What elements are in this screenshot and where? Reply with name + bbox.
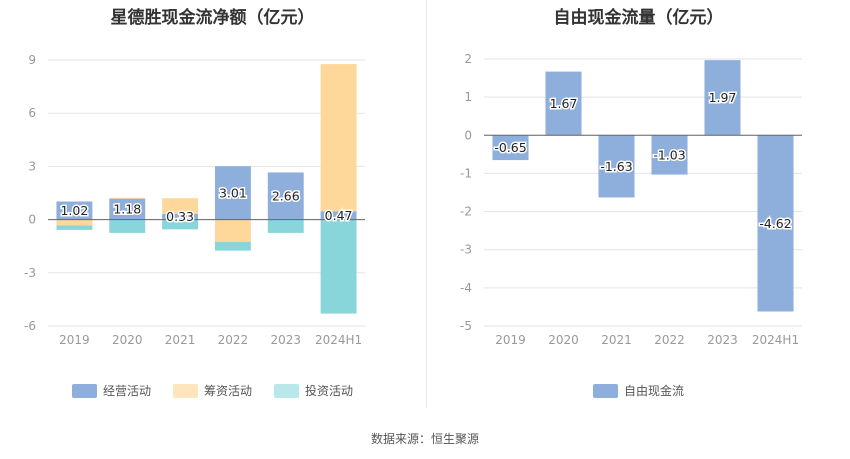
- data-label: -0.65: [494, 140, 526, 155]
- cash-flow-net-chart: 星德胜现金流净额（亿元） 9 6 3 0 -3 -6 2019 2020 2021 2022 202…: [0, 0, 425, 410]
- free-cash-flow-chart: 自由现金流量（亿元） 2 1 0 -1 -2 -3 -4 -5 2019 2020 2021 2022…: [427, 0, 850, 410]
- x-tick-label: 2020: [548, 333, 579, 347]
- data-label: 2.66: [272, 189, 300, 204]
- y-tick-label: 2: [464, 52, 472, 66]
- bar-2: [162, 219, 199, 230]
- bar-0: [162, 213, 199, 220]
- bar-2: [109, 219, 146, 233]
- bar-0: [651, 135, 688, 175]
- legend: 经营活动 筹资活动 投资活动: [0, 382, 425, 399]
- bar-1: [214, 219, 251, 242]
- y-tick-label: 0: [28, 213, 36, 227]
- x-tick-label: 2019: [495, 333, 526, 347]
- legend-swatch-financing: [172, 383, 198, 398]
- legend-swatch-investing: [274, 383, 299, 398]
- x-tick-label: 2021: [165, 333, 196, 347]
- bar-0: [704, 60, 741, 136]
- y-tick-label: -6: [24, 319, 36, 333]
- data-label: 1.67: [550, 96, 578, 111]
- bar-1: [109, 197, 146, 199]
- data-label: 0.47: [325, 208, 353, 223]
- data-label: -4.62: [759, 216, 791, 231]
- legend-label-operating: 经营活动: [102, 384, 151, 398]
- data-label: -1.63: [600, 159, 632, 174]
- bar-0: [214, 166, 251, 220]
- bar-0: [267, 172, 304, 220]
- data-label: -1.03: [653, 147, 685, 162]
- bar-1: [56, 219, 93, 226]
- y-tick-label: -4: [460, 281, 472, 295]
- y-tick-label: -2: [460, 205, 472, 219]
- bar-2: [320, 219, 357, 314]
- y-tick-label: 1: [464, 90, 472, 104]
- legend-label-fcf: 自由现金流: [623, 384, 684, 398]
- y-tick-label: 0: [464, 128, 472, 142]
- y-tick-label: 3: [28, 159, 36, 173]
- legend: 自由现金流: [427, 382, 850, 399]
- bar-0: [320, 211, 357, 220]
- legend-label-investing: 投资活动: [305, 384, 354, 398]
- y-tick-label: -1: [460, 166, 472, 180]
- y-tick-label: 9: [28, 53, 36, 67]
- bar-0: [545, 71, 582, 136]
- y-tick-label: 6: [28, 106, 36, 120]
- x-tick-label: 2024H1: [752, 333, 799, 347]
- bar-0: [598, 135, 635, 198]
- bar-1: [162, 198, 199, 214]
- x-tick-label: 2022: [218, 333, 249, 347]
- y-tick-label: -3: [24, 266, 36, 280]
- x-tick-label: 2023: [270, 333, 301, 347]
- bar-0: [757, 135, 794, 312]
- chart-title: 自由现金流量（亿元）: [553, 8, 724, 28]
- x-tick-label: 2024H1: [315, 333, 362, 347]
- x-tick-label: 2019: [59, 333, 90, 347]
- bar-1: [320, 64, 357, 212]
- data-label: 3.01: [219, 185, 247, 200]
- legend-item-investing[interactable]: 投资活动: [274, 382, 353, 399]
- legend-item-financing[interactable]: 筹资活动: [172, 382, 252, 399]
- x-tick-label: 2021: [601, 333, 632, 347]
- x-tick-label: 2023: [707, 333, 738, 347]
- legend-item-operating[interactable]: 经营活动: [71, 382, 151, 399]
- bar-0: [492, 135, 529, 161]
- x-tick-label: 2022: [654, 333, 685, 347]
- data-label: 1.02: [60, 203, 88, 218]
- bar-2: [267, 219, 304, 233]
- data-label: 1.18: [113, 202, 141, 217]
- bar-0: [109, 198, 146, 220]
- y-tick-label: -5: [460, 319, 472, 333]
- cash-flow-net-plot: 9 6 3 0 -3 -6 2019 2020 2021 2022 2023 2024H1 1.02 1.…: [24, 53, 365, 347]
- bar-2: [214, 241, 251, 251]
- bar-0: [56, 201, 93, 220]
- x-tick-label: 2020: [112, 333, 143, 347]
- legend-swatch-operating: [71, 383, 97, 398]
- data-label: 0.33: [166, 209, 194, 224]
- y-tick-label: -3: [460, 243, 472, 257]
- free-cash-flow-plot: 2 1 0 -1 -2 -3 -4 -5 2019 2020 2021 2022 2023 2024H1 -…: [460, 52, 802, 347]
- data-label: 1.97: [709, 90, 737, 105]
- data-source: 数据来源：恒生聚源: [370, 432, 479, 446]
- bar-2: [56, 225, 93, 230]
- legend-label-financing: 筹资活动: [203, 384, 252, 398]
- chart-title: 星德胜现金流净额（亿元）: [110, 8, 315, 28]
- legend-swatch-fcf: [592, 383, 618, 398]
- panel-divider: [426, 0, 427, 408]
- legend-item-fcf[interactable]: 自由现金流: [592, 382, 684, 399]
